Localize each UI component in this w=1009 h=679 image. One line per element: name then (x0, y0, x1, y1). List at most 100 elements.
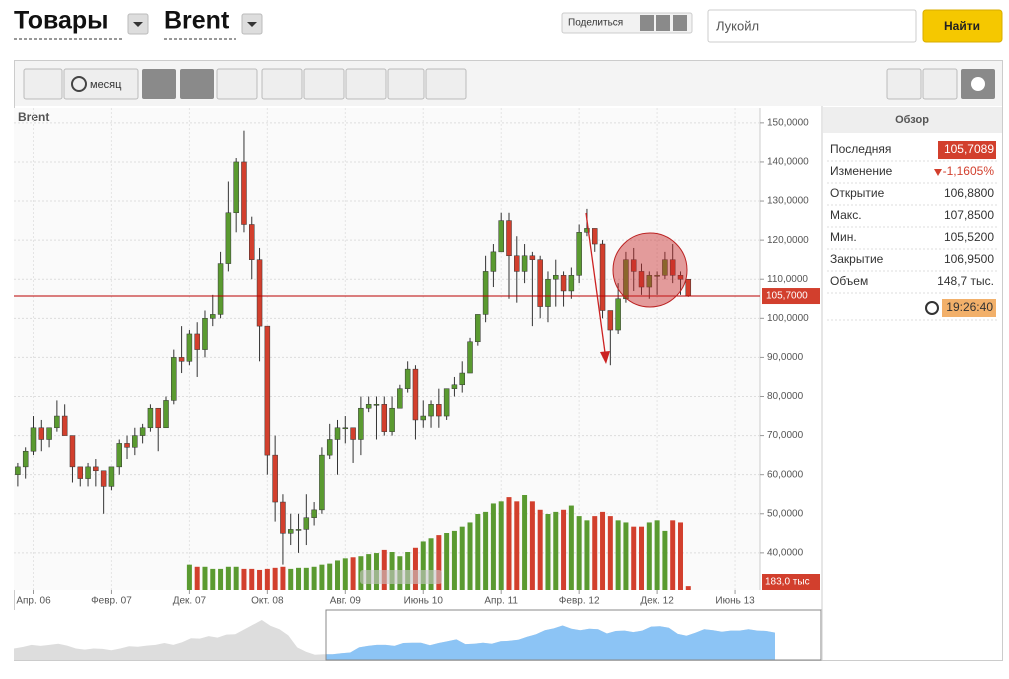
volume-bar (639, 526, 645, 590)
candle-body (630, 259, 637, 272)
tool-button[interactable] (387, 68, 425, 100)
tool-button[interactable] (345, 68, 387, 100)
volume-bar (451, 530, 457, 590)
candle-body (475, 314, 481, 343)
candle-body (225, 212, 232, 264)
last-price-tag (762, 288, 820, 305)
volume-bar (288, 568, 294, 590)
candle-body (537, 259, 543, 307)
volume-bar (218, 568, 224, 590)
candle-body (529, 255, 536, 260)
volume-bar (654, 520, 660, 590)
candle-body (303, 517, 310, 530)
y-tick-label: 130,0000 (767, 196, 809, 207)
volume-bar (194, 566, 200, 590)
tool-button[interactable] (142, 69, 176, 99)
overview-value: 106,9500 (944, 252, 994, 266)
y-tick-label: 70,0000 (767, 430, 804, 441)
candle-body (615, 298, 621, 331)
candle-body (677, 275, 684, 280)
overview-value: 148,7 тыс. (937, 274, 994, 288)
volume-bar (592, 516, 598, 590)
volume-bar (498, 501, 504, 590)
x-tick-label: Дек. 07 (173, 596, 207, 607)
candle-body (139, 427, 146, 436)
search-button[interactable] (922, 9, 1003, 43)
candle-body (412, 368, 419, 421)
candle-body (38, 427, 45, 440)
value-highlight (938, 141, 996, 159)
overview-header (823, 107, 1002, 133)
candle-body (490, 251, 497, 272)
volume-bar (677, 522, 683, 590)
overview-label: Открытие (830, 186, 885, 200)
y-tick-label: 90,0000 (767, 352, 804, 363)
candle-body (22, 450, 29, 468)
volume-bar (280, 566, 286, 590)
candle-body (186, 333, 193, 362)
candle-body (272, 454, 278, 503)
volume-bar (670, 520, 676, 590)
x-tick-label: Окт. 08 (251, 596, 284, 607)
tool-button[interactable] (261, 68, 303, 100)
volume-bar (210, 568, 216, 590)
volume-bar (444, 533, 450, 590)
candle-body (171, 357, 177, 401)
volume-bar (412, 547, 418, 590)
volume-bar (264, 568, 270, 590)
volume-bar (646, 522, 652, 590)
plot-area (14, 108, 760, 590)
volume-bar (584, 520, 590, 590)
navigator-area-selected (326, 625, 775, 660)
tool-button[interactable] (886, 68, 922, 100)
candle-body (69, 435, 76, 468)
icon (247, 22, 257, 27)
share-label: Поделиться (568, 18, 623, 29)
tool-button[interactable] (216, 68, 258, 100)
volume-bar (241, 568, 247, 590)
market-title: Товары (14, 7, 109, 35)
x-tick-label: Апр. 06 (16, 596, 51, 607)
scroll-handle[interactable] (360, 570, 442, 584)
volume-bar (475, 514, 481, 590)
candle-body (210, 314, 216, 319)
overview-label: Объем (830, 274, 868, 288)
navigator-window[interactable] (325, 609, 822, 661)
instrument-title: Brent (164, 7, 230, 35)
volume-bar (537, 509, 543, 590)
candle-body (514, 255, 520, 272)
clock-icon (925, 301, 939, 315)
volume-bar (607, 516, 613, 590)
candle-body (591, 228, 598, 245)
icon (640, 15, 654, 31)
overview-label: Мин. (830, 230, 857, 244)
y-tick-label: 110,0000 (767, 274, 808, 285)
candle-body (467, 341, 473, 374)
candle-body (482, 271, 489, 315)
tool-button[interactable] (303, 68, 345, 100)
tool-button[interactable] (425, 68, 467, 100)
volume-bar (529, 501, 535, 590)
candle-body (15, 466, 21, 475)
tool-button[interactable] (180, 69, 214, 99)
search-input[interactable] (707, 9, 917, 43)
overview-time: 19:26:40 (946, 300, 993, 314)
candle-body (264, 325, 271, 456)
y-tick-label: 60,0000 (767, 469, 804, 480)
candle-body (93, 466, 99, 472)
tool-button[interactable] (23, 68, 63, 100)
volume-bar (561, 509, 567, 590)
candle-body (685, 278, 692, 297)
candle-body (521, 255, 528, 272)
volume-tag (762, 574, 820, 590)
candle-body (662, 259, 668, 276)
volume-bar (615, 520, 621, 590)
candle-body (420, 415, 426, 421)
period-button[interactable] (63, 68, 139, 100)
candle-body (498, 220, 504, 253)
candle-body (560, 275, 567, 292)
tool-button[interactable] (922, 68, 958, 100)
overview-label: Закрытие (830, 252, 884, 266)
overview-label: Макс. (830, 208, 862, 222)
